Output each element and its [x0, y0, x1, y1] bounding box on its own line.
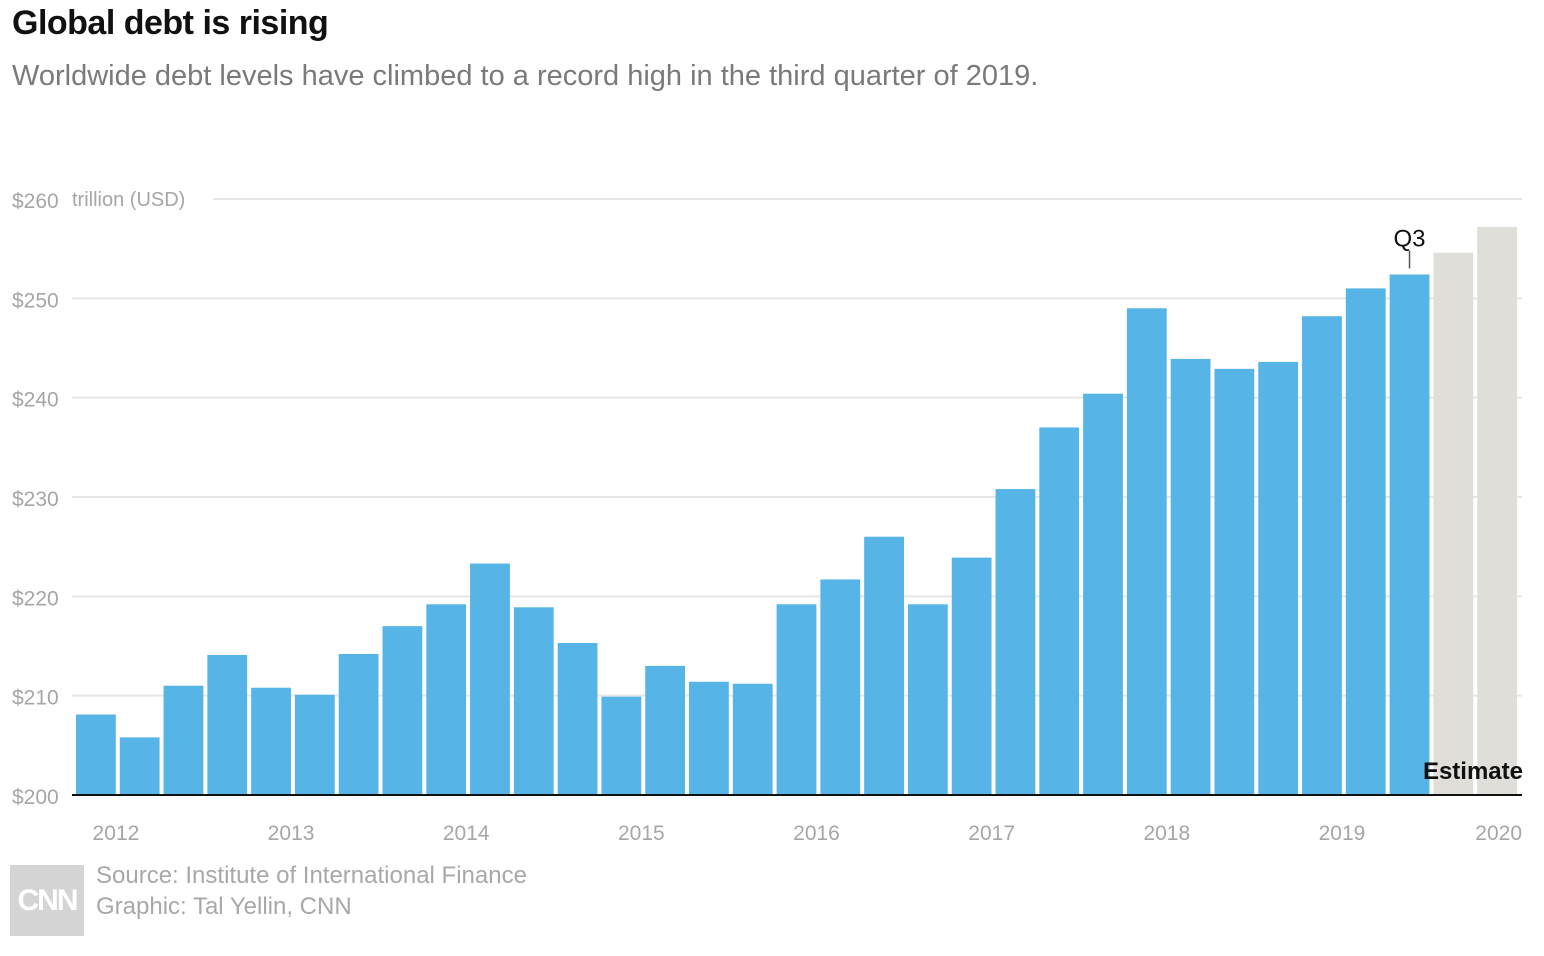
- chart-title: Global debt is rising: [12, 4, 329, 42]
- bar-actual: [1389, 274, 1430, 795]
- x-tick-label: 2013: [268, 822, 315, 845]
- bar-actual: [951, 557, 992, 795]
- bar-actual: [601, 696, 642, 795]
- y-tick-label: $250: [12, 289, 59, 312]
- y-axis-unit-label: trillion (USD): [72, 189, 185, 211]
- bar-actual: [338, 653, 379, 795]
- bar-actual: [470, 563, 510, 795]
- bar-actual: [557, 643, 598, 795]
- x-tick-label: 2019: [1319, 822, 1366, 845]
- x-tick-label: 2014: [443, 822, 490, 845]
- bars: [76, 226, 1517, 795]
- y-tick-label: $230: [12, 488, 59, 511]
- bar-actual: [163, 685, 204, 795]
- bar-actual: [995, 489, 1036, 795]
- y-tick-label: $220: [12, 587, 59, 610]
- y-tick-label: $200: [12, 786, 59, 809]
- bar-actual: [820, 579, 861, 795]
- bar-estimate: [1477, 226, 1517, 795]
- bar-actual: [207, 654, 248, 795]
- y-tick-label: $260: [12, 190, 59, 213]
- chart-subtitle: Worldwide debt levels have climbed to a …: [12, 60, 1039, 92]
- x-tick-label: 2017: [968, 822, 1015, 845]
- y-tick-label: $240: [12, 389, 59, 412]
- x-tick-label: 2018: [1143, 822, 1190, 845]
- bar-actual: [1083, 393, 1123, 795]
- bar-actual: [382, 626, 423, 795]
- bar-actual: [1302, 316, 1342, 795]
- x-tick-label: 2015: [618, 822, 665, 845]
- bar-actual: [1126, 308, 1167, 795]
- graphic-credit: Graphic: Tal Yellin, CNN: [96, 893, 352, 920]
- bar-actual: [1170, 358, 1211, 795]
- bar-actual: [732, 683, 773, 795]
- x-tick-label: 2020: [1475, 822, 1522, 845]
- bar-actual: [1214, 368, 1255, 795]
- bar-chart: $200 $210 $220 $230 $240 $250 $260 trillion (US…: [12, 189, 1523, 845]
- bar-actual: [513, 607, 554, 795]
- y-tick-label: $210: [12, 687, 59, 710]
- chart-labels: $200 $210 $220 $230 $240 $250 $260 trillion (US…: [12, 189, 1523, 845]
- bar-actual: [251, 687, 291, 795]
- bar-actual: [119, 737, 160, 795]
- bar-actual: [907, 604, 948, 795]
- bar-actual: [294, 694, 335, 795]
- bar-actual: [776, 604, 817, 795]
- bar-actual: [1345, 288, 1386, 795]
- bar-actual: [1258, 361, 1299, 795]
- bar-actual: [689, 681, 729, 795]
- q3-annotation: Q3: [1394, 225, 1426, 252]
- source-note: Source: Institute of International Finan…: [96, 862, 527, 889]
- cnn-logo: CNN: [10, 865, 84, 936]
- bar-actual: [864, 536, 904, 795]
- bar-actual: [426, 604, 467, 795]
- bar-actual: [76, 714, 116, 795]
- estimate-annotation: Estimate: [1423, 758, 1523, 785]
- bar-actual: [645, 665, 686, 795]
- bar-estimate: [1433, 252, 1474, 795]
- x-tick-label: 2016: [793, 822, 840, 845]
- bar-actual: [1039, 427, 1080, 795]
- x-tick-label: 2012: [93, 822, 140, 845]
